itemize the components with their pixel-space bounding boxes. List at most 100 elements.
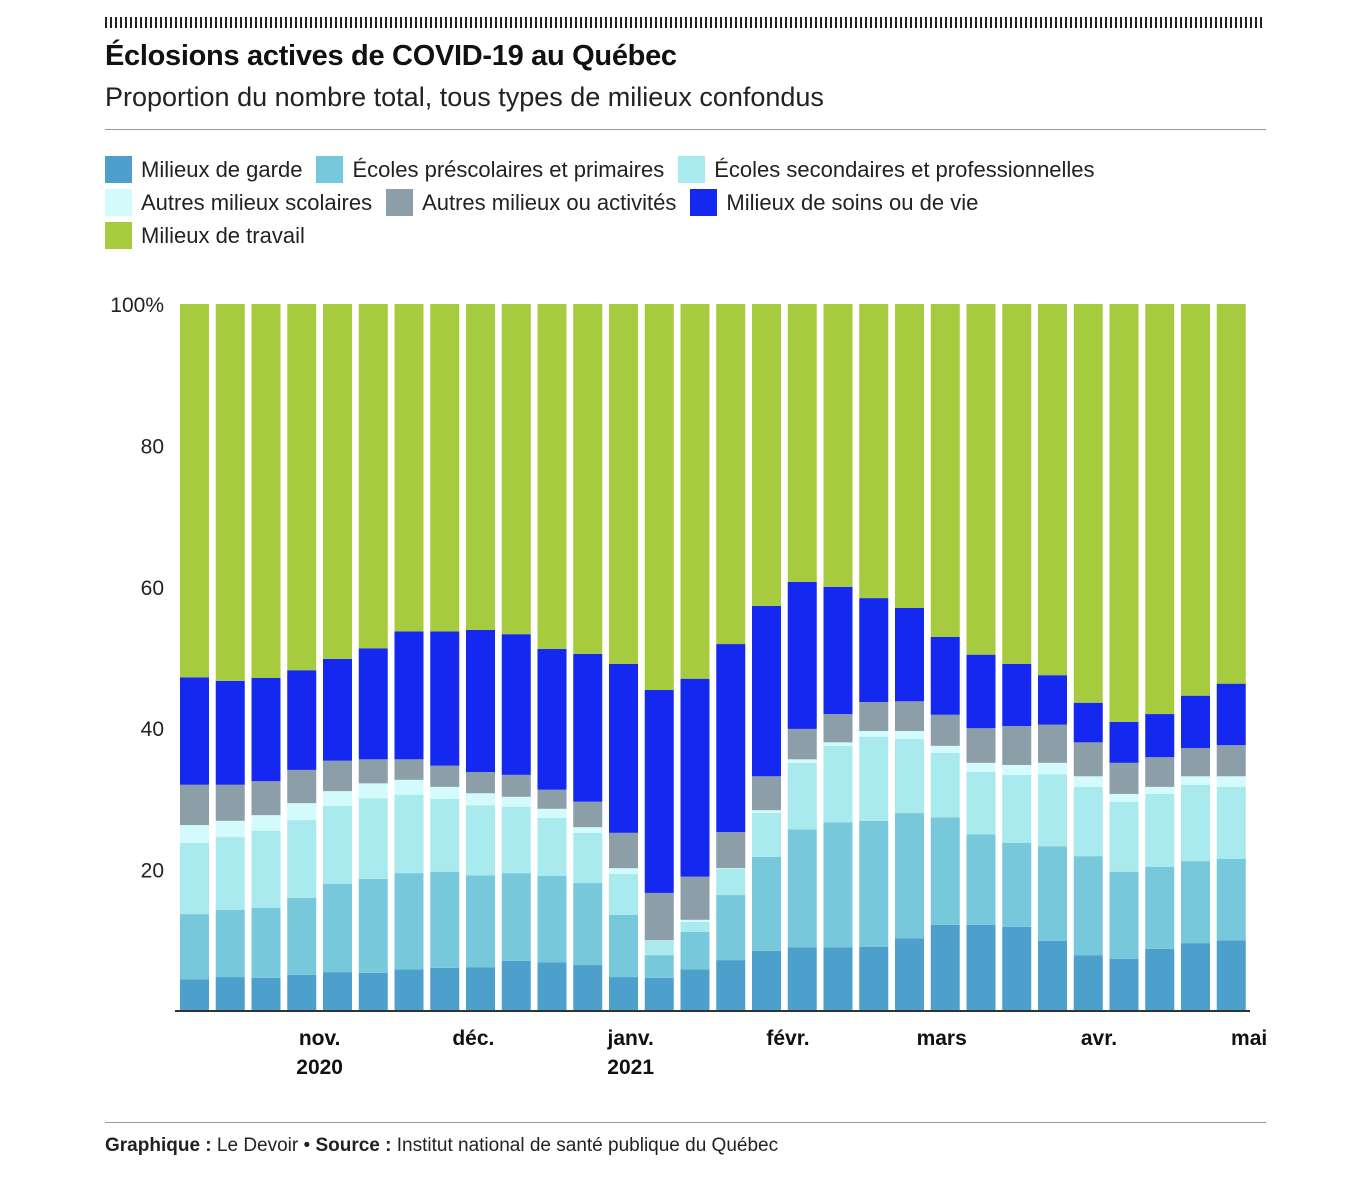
x-tick-label: déc.	[452, 1027, 494, 1050]
bar-segment	[966, 304, 996, 655]
bar-segment	[287, 974, 317, 1011]
bar-segment	[1145, 866, 1175, 949]
bar-segment	[323, 972, 352, 1011]
bar-segment	[1002, 774, 1032, 843]
bar-segment	[501, 960, 531, 1011]
bar-segment	[466, 805, 495, 876]
legend-label: Milieux de soins ou de vie	[726, 189, 979, 215]
x-tick-year-label: 2020	[296, 1056, 343, 1079]
bar-segment	[1181, 943, 1210, 1011]
bar-segment	[394, 794, 424, 874]
bar-segment	[859, 946, 889, 1011]
bar-segment	[358, 972, 388, 1011]
bar-segment	[323, 658, 352, 761]
bar-segment	[180, 677, 209, 785]
bar-segment	[1145, 757, 1175, 787]
bar-segment	[644, 690, 674, 893]
bar-segment	[930, 745, 960, 753]
bar-segment	[573, 883, 603, 966]
bar-segment	[716, 832, 746, 869]
bar-segment	[1073, 786, 1103, 857]
bar-segment	[895, 938, 924, 1011]
bar-segment	[644, 941, 674, 956]
bar-segment	[644, 940, 674, 942]
bar-segment	[787, 762, 817, 830]
bar-segment	[1109, 801, 1139, 872]
bar-segment	[1181, 776, 1210, 785]
divider	[105, 1122, 1266, 1123]
bar-segment	[644, 977, 674, 1011]
bar-segment	[323, 760, 352, 792]
bar-segment	[573, 653, 603, 802]
bar-segment	[215, 909, 245, 978]
bar-segment	[823, 586, 853, 715]
bar-segment	[180, 825, 209, 843]
bar-segment	[752, 813, 781, 857]
bar-segment	[251, 781, 281, 816]
bar-segment	[573, 827, 603, 833]
bar-segment	[394, 304, 424, 632]
bar-segment	[752, 856, 781, 951]
bar-segment	[573, 801, 603, 828]
bar-segment	[358, 783, 388, 799]
bar-segment	[930, 714, 960, 746]
bar-segment	[1216, 858, 1246, 941]
bar-segment	[1002, 663, 1032, 727]
bar-segment	[215, 820, 245, 838]
bar-segment	[466, 967, 495, 1011]
bar-segment	[573, 304, 603, 654]
bar-segment	[215, 837, 245, 910]
bar-segment	[287, 820, 317, 898]
bar-segment	[394, 631, 424, 760]
bar-segment	[752, 810, 781, 814]
bar-segment	[180, 979, 209, 1011]
bar-segment	[501, 796, 531, 807]
legend-label: Autres milieux scolaires	[141, 189, 373, 215]
legend-item: Écoles secondaires et professionnelles	[678, 156, 1095, 183]
legend-swatch	[386, 189, 414, 216]
bar-segment	[1145, 948, 1175, 1011]
bar-segment	[787, 581, 817, 729]
bar-segment	[394, 759, 424, 780]
bar-segment	[716, 868, 746, 896]
bar-segment	[323, 883, 352, 973]
bar-segment	[1002, 926, 1032, 1011]
bar-segment	[1038, 846, 1067, 942]
legend-item: Autres milieux ou activités	[386, 189, 676, 216]
bar-segment	[466, 304, 495, 630]
bar-segment	[787, 759, 817, 763]
bar-segment	[966, 772, 996, 835]
bar-segment	[430, 798, 460, 872]
bar-segment	[823, 742, 853, 746]
bar-segment	[787, 728, 817, 760]
bar-segment	[1181, 861, 1210, 944]
bar-segment	[251, 678, 281, 782]
stacked-bar-chart: 100% 80 60 40 20 nov. 2020 déc. janv. 2021 févr. ma…	[110, 294, 1267, 1079]
bar-segment	[501, 873, 531, 961]
bar-segment	[1038, 762, 1067, 775]
bar-segment	[358, 759, 388, 784]
legend-swatch	[105, 189, 132, 216]
bar-segment	[609, 977, 638, 1011]
bar-segment	[1073, 702, 1103, 743]
bar-segment	[287, 304, 317, 671]
bar-segment	[358, 648, 388, 760]
bar-segment	[787, 947, 817, 1011]
bar-segment	[1216, 304, 1246, 684]
bar-segment	[680, 921, 710, 932]
separator: •	[303, 1135, 311, 1156]
bar-segment	[859, 598, 889, 703]
graph-label: Graphique :	[105, 1135, 212, 1156]
legend-swatch	[316, 156, 344, 183]
bar-segment	[501, 806, 531, 874]
bar-segment	[823, 745, 853, 823]
bar-segment	[1073, 776, 1103, 787]
y-tick-label: 20	[141, 860, 164, 883]
bar-segment	[537, 817, 567, 876]
bar-segment	[1145, 786, 1175, 794]
bar-segment	[859, 731, 889, 737]
bar-segment	[787, 304, 817, 582]
y-tick-label: 100%	[110, 294, 164, 317]
legend-label: Milieux de garde	[141, 156, 303, 182]
legend-item: Autres milieux scolaires	[105, 189, 372, 216]
